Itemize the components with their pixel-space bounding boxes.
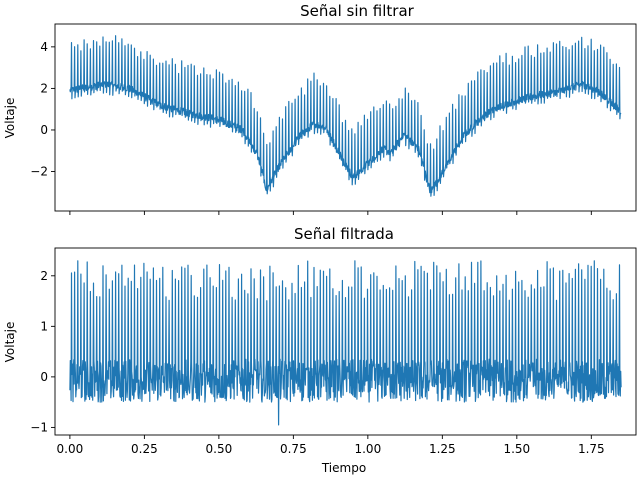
top-axes-frame <box>54 23 637 212</box>
bot-xtick-label: 0.75 <box>280 442 307 456</box>
bottom-axes-frame <box>54 247 637 436</box>
top-ytick-label: −2 <box>30 165 48 179</box>
bot-ytick-label: 1 <box>40 319 48 333</box>
top-series-line <box>69 35 622 197</box>
bot-ytick-label: −1 <box>30 420 48 434</box>
top-ytick-label: 4 <box>40 40 48 54</box>
bottom-x-axis-label: Tiempo <box>321 461 366 475</box>
bot-xtick-label: 0.25 <box>131 442 158 456</box>
top-y-axis-label: Voltaje <box>3 98 17 139</box>
top-chart-title: Señal sin filtrar <box>300 2 414 20</box>
top-x-ticks <box>69 211 592 215</box>
bot-xtick-label: 0.50 <box>206 442 233 456</box>
top-y-ticks: −2 0 2 4 <box>30 40 55 179</box>
bottom-series-line <box>69 260 622 426</box>
bot-ytick-label: 0 <box>40 370 48 384</box>
top-ytick-label: 2 <box>40 81 48 95</box>
bot-xtick-label: 0.00 <box>57 442 84 456</box>
bottom-chart-title: Señal filtrada <box>294 225 394 243</box>
bot-xtick-label: 1.25 <box>429 442 456 456</box>
bot-xtick-label: 1.75 <box>578 442 605 456</box>
bot-ytick-label: 2 <box>40 269 48 283</box>
bottom-subplot: Señal filtrada Voltaje −1 0 1 2 0.00 0.25 0.5… <box>3 225 637 475</box>
bottom-y-axis-label: Voltaje <box>3 322 17 363</box>
bot-xtick-label: 1.00 <box>354 442 381 456</box>
bottom-y-ticks: −1 0 1 2 <box>30 269 55 434</box>
bot-xtick-label: 1.50 <box>503 442 530 456</box>
top-subplot: Señal sin filtrar Voltaje −2 0 2 4 <box>3 2 637 215</box>
top-ytick-label: 0 <box>40 123 48 137</box>
bottom-x-ticks: 0.00 0.25 0.50 0.75 1.00 1.25 1.50 1.75 <box>57 435 605 456</box>
